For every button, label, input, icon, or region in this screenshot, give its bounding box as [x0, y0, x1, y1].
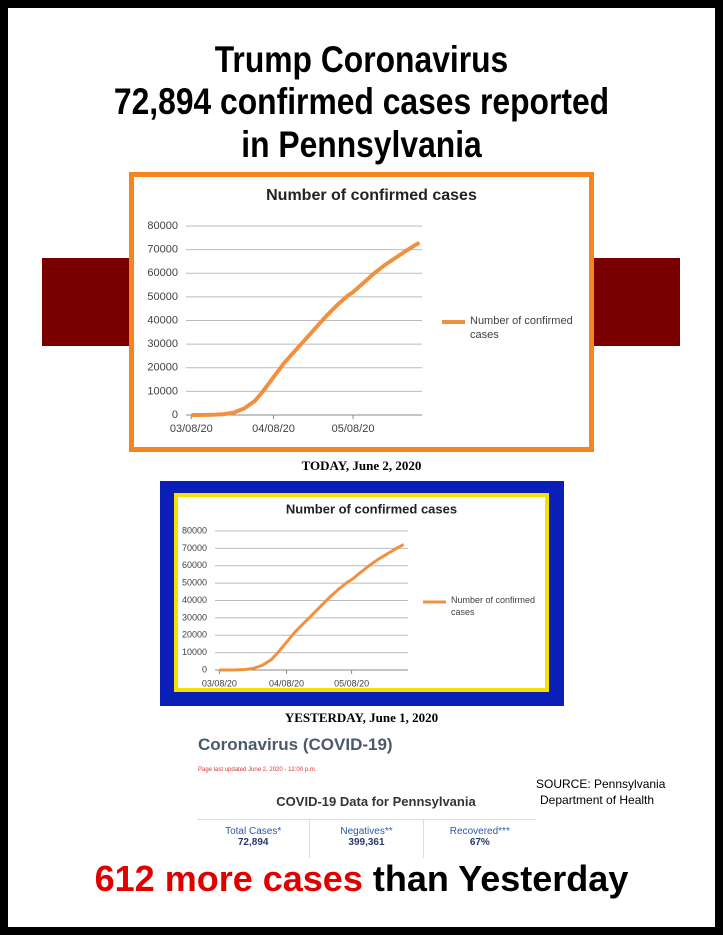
line-chart: Number of confirmed cases 0 10000 20000 3000… — [147, 187, 477, 435]
chart-frame-inner — [174, 493, 549, 692]
legend-label: Number of confirmed cases — [451, 595, 536, 617]
title-line: 72,894 confirmed cases reported — [113, 81, 610, 122]
stat-header: Recovered*** — [449, 826, 510, 837]
y-tick-label: 20000 — [182, 630, 207, 640]
title-line: in Pennsylvania — [241, 124, 482, 165]
poster — [8, 8, 715, 927]
y-tick-label: 30000 — [147, 338, 178, 350]
y-tick-label: 20000 — [147, 362, 178, 374]
panel-updated: Page last updated June 2, 2020 - 12:00 p… — [198, 767, 317, 773]
y-tick-label: 50000 — [147, 291, 178, 303]
title-line: Trump Coronavirus — [214, 39, 509, 80]
stats-table: Total Cases* 72,894 Negatives** 399,361 Re… — [197, 819, 536, 858]
x-tick-label: 04/08/20 — [269, 678, 304, 688]
legend-label: Number of confirmed cases — [470, 315, 573, 341]
stat-cell: Negatives** 399,361 — [310, 820, 424, 858]
x-tick-label: 05/08/20 — [334, 678, 369, 688]
footer-rest: than Yesterday — [372, 858, 629, 899]
chart-title: Number of confirmed cases — [266, 187, 477, 204]
x-tick-label: 03/08/20 — [202, 678, 237, 688]
stat-header: Negatives** — [340, 826, 393, 837]
y-tick-label: 50000 — [182, 578, 207, 588]
caption: YESTERDAY, June 1, 2020 — [284, 710, 439, 725]
footer-highlight: 612 more cases — [94, 858, 363, 899]
y-tick-label: 10000 — [182, 647, 207, 657]
stat-value: 67% — [469, 837, 490, 848]
stat-cell: Total Cases* 72,894 — [197, 820, 311, 858]
x-tick-label: 05/08/20 — [332, 423, 375, 435]
source: Department of Health — [540, 793, 655, 807]
y-tick-label: 0 — [202, 664, 207, 674]
stat-value: 399,361 — [348, 837, 385, 848]
y-tick-label: 40000 — [147, 314, 178, 326]
y-tick-label: 10000 — [147, 385, 178, 397]
y-tick-label: 60000 — [182, 560, 207, 570]
panel-heading: Coronavirus (COVID-19) — [198, 735, 393, 754]
chart-frame — [129, 172, 594, 452]
y-tick-label: 70000 — [147, 244, 178, 256]
x-tick-label: 03/08/20 — [170, 423, 213, 435]
y-tick-label: 60000 — [147, 267, 178, 279]
chart-title: Number of confirmed cases — [286, 501, 457, 516]
y-tick-label: 0 — [172, 409, 178, 421]
stat-value: 72,894 — [237, 837, 269, 848]
stat-cell: Recovered*** 67% — [424, 820, 536, 858]
series-line — [219, 543, 405, 672]
caption: TODAY, June 2, 2020 — [301, 458, 422, 473]
x-tick-label: 04/08/20 — [252, 423, 295, 435]
series-line — [191, 241, 421, 417]
source: SOURCE: Pennsylvania — [536, 777, 666, 791]
y-tick-label: 30000 — [182, 612, 207, 622]
panel-subheading: COVID-19 Data for Pennsylvania — [276, 794, 476, 809]
y-tick-label: 40000 — [182, 595, 207, 605]
y-tick-label: 80000 — [147, 220, 178, 232]
y-tick-label: 80000 — [182, 525, 207, 535]
stat-header: Total Cases* — [225, 826, 282, 837]
line-chart: Number of confirmed cases 0 10000 20000 3000… — [182, 501, 457, 688]
y-tick-label: 70000 — [182, 543, 207, 553]
footer: 612 more cases than Yesterday — [0, 858, 723, 900]
